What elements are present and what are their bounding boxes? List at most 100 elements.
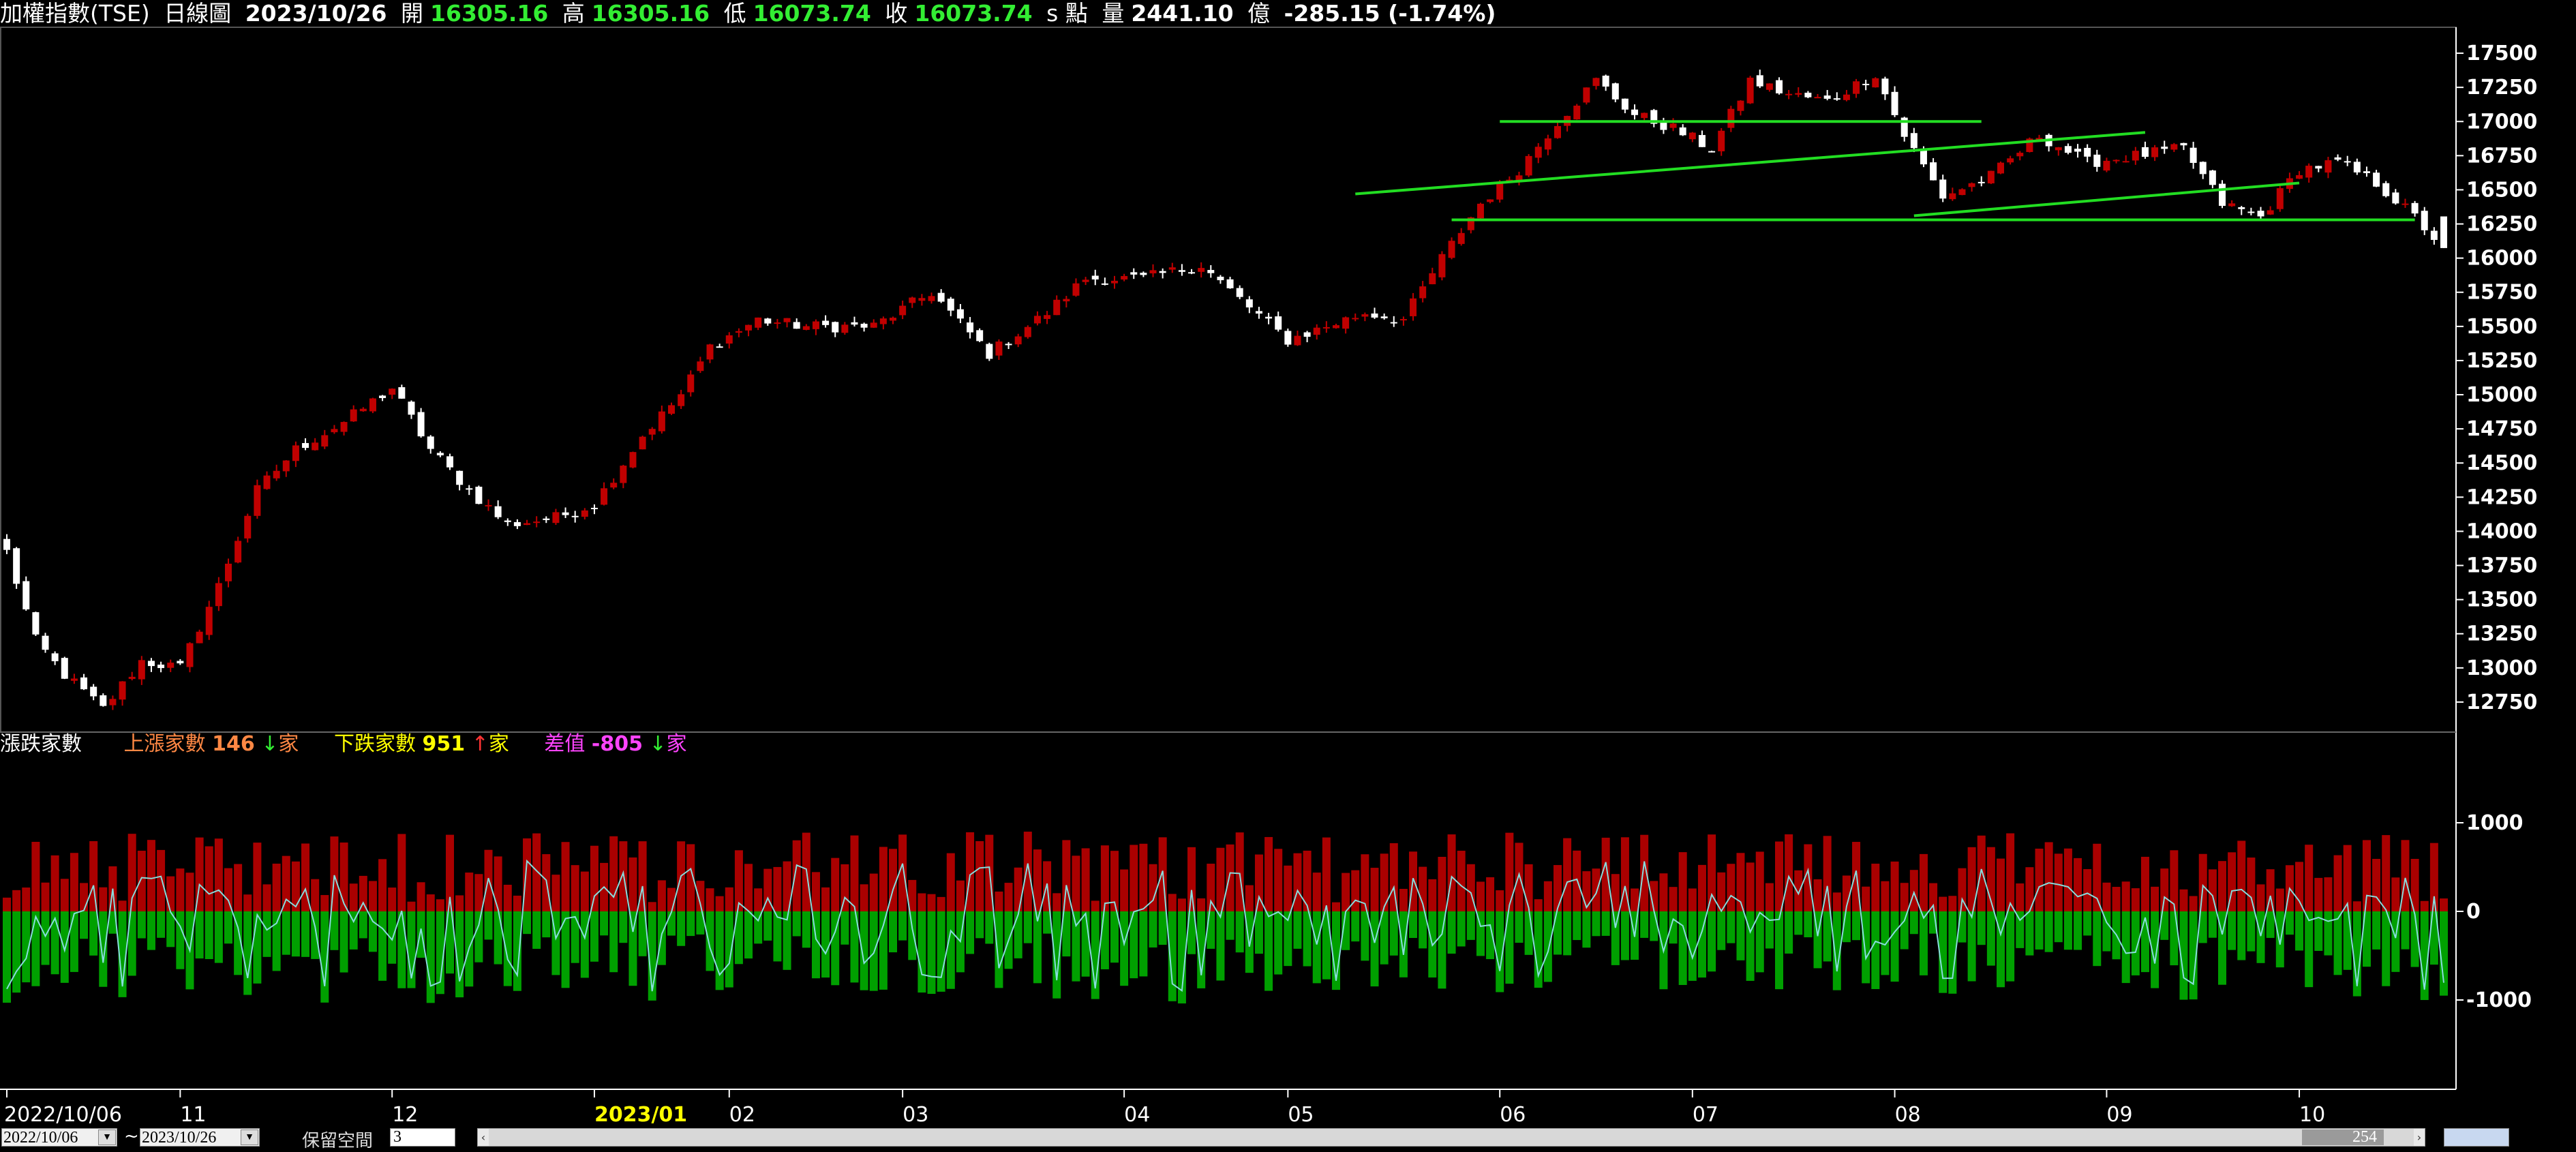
down-count-bar bbox=[22, 911, 31, 983]
up-count-bar bbox=[1303, 850, 1312, 911]
down-count-bar bbox=[1611, 911, 1620, 965]
up-count-bar bbox=[359, 875, 367, 911]
candle-body bbox=[1823, 95, 1831, 99]
up-count-bar bbox=[580, 871, 589, 911]
y-tick-label: 14750 bbox=[2466, 417, 2537, 441]
y-tick-label: 15000 bbox=[2466, 383, 2537, 407]
candle-body bbox=[1140, 273, 1147, 275]
y-tick-label: 17250 bbox=[2466, 76, 2537, 100]
up-count-bar bbox=[1370, 868, 1379, 911]
y-tick-label: 13000 bbox=[2466, 656, 2537, 680]
up-count-bar bbox=[966, 832, 975, 911]
scroll-thumb[interactable]: 254 bbox=[2302, 1129, 2384, 1145]
down-count-bar bbox=[2343, 911, 2352, 970]
scroll-left-icon[interactable]: ‹ bbox=[478, 1129, 489, 1146]
low-label: 低 bbox=[723, 0, 746, 27]
candle-body bbox=[2035, 138, 2043, 141]
up-count-label: 上漲家數 bbox=[123, 732, 206, 756]
up-arrow-icon: ↓ bbox=[261, 732, 279, 756]
up-count-bar bbox=[80, 883, 89, 911]
down-count-bar bbox=[89, 911, 98, 956]
zoom-tools[interactable] bbox=[2444, 1128, 2509, 1147]
down-count-bar bbox=[2401, 911, 2410, 950]
chevron-down-icon[interactable]: ▼ bbox=[241, 1130, 258, 1145]
candle-body bbox=[1313, 327, 1320, 335]
candle-body bbox=[879, 318, 887, 324]
down-count-bar bbox=[262, 911, 271, 957]
down-count-bar bbox=[995, 911, 1003, 988]
candle-body bbox=[80, 677, 88, 690]
up-count-bar bbox=[1062, 840, 1071, 911]
down-count-bar bbox=[783, 911, 791, 970]
candle-body bbox=[205, 607, 213, 635]
up-count-bar bbox=[2218, 861, 2226, 911]
up-count-bar bbox=[1997, 858, 2005, 911]
down-count-bar bbox=[966, 911, 975, 954]
up-count-bar bbox=[927, 894, 936, 911]
chart-svg: 12750 13000 13250 13500 13750 14000 14250 14500… bbox=[0, 27, 2537, 1126]
candle-body bbox=[42, 635, 49, 650]
up-count-bar bbox=[908, 879, 917, 911]
up-count-bar bbox=[1736, 853, 1745, 911]
chevron-down-icon[interactable]: ▼ bbox=[98, 1130, 116, 1145]
up-count-bar bbox=[1187, 847, 1196, 911]
down-count-bar bbox=[1688, 911, 1697, 981]
down-count-bar bbox=[1592, 911, 1601, 937]
up-count-bar bbox=[1033, 849, 1042, 911]
down-count-bar bbox=[580, 911, 589, 978]
up-count-bar bbox=[1014, 867, 1022, 911]
end-date-select[interactable]: 2023/10/26 ▼ bbox=[140, 1128, 260, 1147]
down-count-bar bbox=[99, 911, 108, 987]
candle-body bbox=[1785, 93, 1793, 95]
volume-value: 2441.10 bbox=[1131, 0, 1234, 27]
candle-body bbox=[735, 331, 742, 333]
up-count-bar bbox=[696, 881, 705, 911]
up-count-bar bbox=[465, 873, 474, 911]
chart-scrollbar[interactable]: ‹ 254 › bbox=[477, 1128, 2425, 1147]
down-count-bar bbox=[12, 911, 21, 993]
down-count-bar bbox=[1342, 911, 1350, 950]
up-count-bar bbox=[2093, 843, 2102, 911]
down-count-bar bbox=[1293, 911, 1302, 949]
candle-body bbox=[186, 643, 194, 667]
candle-body bbox=[1611, 83, 1619, 100]
y-tick-label: 15500 bbox=[2466, 315, 2537, 339]
candle-body bbox=[2257, 211, 2264, 217]
up-count-bar bbox=[2324, 877, 2333, 911]
candle-body bbox=[986, 344, 993, 359]
up-count-bar bbox=[754, 888, 763, 911]
up-count-bar bbox=[1601, 837, 1610, 911]
candle-body bbox=[851, 322, 858, 325]
candle-body bbox=[1688, 132, 1696, 140]
down-count-bar bbox=[204, 911, 213, 959]
candle-body bbox=[1708, 151, 1716, 153]
down-count-bar bbox=[378, 911, 387, 981]
up-count-bar bbox=[1476, 881, 1485, 911]
down-count-bar bbox=[2285, 911, 2294, 935]
up-count-bar bbox=[850, 835, 859, 911]
date-value: 2023/10/26 bbox=[245, 0, 387, 27]
up-count-bar bbox=[1023, 832, 1032, 911]
up-count-bar bbox=[185, 873, 194, 911]
down-count-bar bbox=[1727, 911, 1736, 943]
down-count-bar bbox=[1023, 911, 1032, 943]
up-count-bar bbox=[2025, 867, 2034, 911]
candle-body bbox=[22, 581, 30, 609]
candle-body bbox=[620, 466, 627, 483]
scroll-right-icon[interactable]: › bbox=[2414, 1129, 2425, 1146]
up-count-bar bbox=[1929, 883, 1938, 911]
candle-body bbox=[890, 318, 896, 321]
start-date-select[interactable]: 2022/10/06 ▼ bbox=[1, 1128, 117, 1147]
down-count-bar bbox=[802, 911, 810, 948]
candle-body bbox=[1467, 217, 1474, 230]
candle-body bbox=[1005, 344, 1012, 346]
down-count-bar bbox=[715, 911, 724, 990]
down-count-bar bbox=[2218, 911, 2226, 985]
keep-space-stepper[interactable]: 3 bbox=[390, 1128, 455, 1147]
down-count-bar bbox=[2151, 911, 2160, 988]
candle-body bbox=[1255, 311, 1262, 314]
candle-body bbox=[1342, 317, 1350, 329]
candle-body bbox=[1399, 319, 1407, 321]
high-value: 16305.16 bbox=[591, 0, 710, 27]
up-count-bar bbox=[2121, 881, 2130, 911]
